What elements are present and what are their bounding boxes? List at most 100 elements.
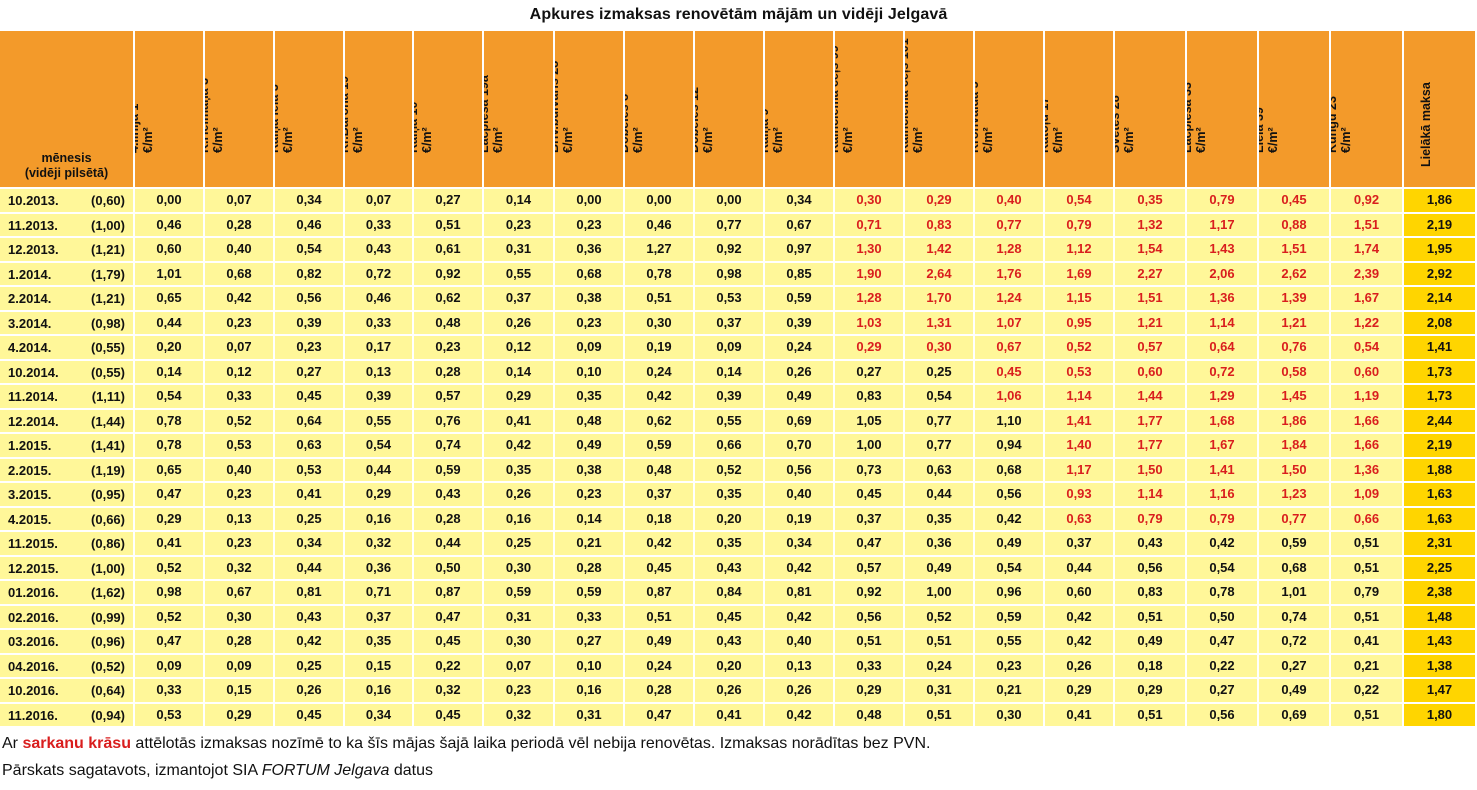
cost-cell: 0,53: [135, 703, 205, 728]
cost-cell: 0,81: [765, 581, 835, 606]
cost-cell: 0,42: [765, 556, 835, 581]
cost-cell: 0,67: [205, 581, 275, 606]
column-header: Lāčplēša 19a €/m²: [484, 31, 555, 189]
cost-cell: 0,76: [414, 409, 484, 434]
max-cost-cell: 1,38: [1404, 654, 1477, 679]
cost-cell: 0,28: [414, 507, 484, 532]
cost-cell: 1,05: [835, 409, 905, 434]
cost-cell: 0,83: [1115, 581, 1187, 606]
cost-cell: 0,53: [695, 287, 765, 312]
column-header-label: Kungu 23 €/m²: [1331, 96, 1353, 153]
cost-cell: 0,93: [1045, 483, 1115, 508]
cost-cell: 0,42: [625, 385, 695, 410]
column-unit: €/m²: [490, 127, 505, 153]
cost-cell: 0,88: [1259, 213, 1331, 238]
cost-cell: 0,77: [1259, 507, 1331, 532]
month-label: 3.2014.: [8, 315, 52, 331]
column-name: Kungu 23: [1331, 96, 1339, 153]
max-cost-cell: 1,48: [1404, 605, 1477, 630]
cost-cell: 0,29: [205, 703, 275, 728]
cost-cell: 0,54: [905, 385, 975, 410]
city-average: (0,94): [91, 707, 125, 723]
cost-cell: 0,62: [625, 409, 695, 434]
cost-cell: 0,31: [905, 679, 975, 704]
cost-cell: 1,14: [1187, 311, 1259, 336]
cost-cell: 0,51: [1331, 532, 1404, 557]
cost-cell: 0,26: [765, 360, 835, 385]
cost-cell: 1,51: [1331, 213, 1404, 238]
cost-cell: 2,27: [1115, 262, 1187, 287]
cost-cell: 0,14: [555, 507, 625, 532]
cost-cell: 1,36: [1331, 458, 1404, 483]
cost-cell: 0,17: [345, 336, 414, 361]
cost-cell: 0,16: [345, 679, 414, 704]
cost-cell: 0,21: [1331, 654, 1404, 679]
cost-cell: 0,63: [275, 434, 345, 459]
column-name: Lielākā maksa: [1418, 82, 1433, 167]
column-header: Kungu 23 €/m²: [1331, 31, 1404, 189]
cost-cell: 0,62: [414, 287, 484, 312]
column-header: Kalnciema ceļš 99 €/m²: [835, 31, 905, 189]
month-label: 4.2015.: [8, 511, 52, 527]
cost-cell: 1,74: [1331, 238, 1404, 263]
column-header: Dobeles 12 €/m²: [695, 31, 765, 189]
column-unit: €/m²: [350, 127, 365, 153]
cost-cell: 0,30: [484, 556, 555, 581]
cost-cell: 0,43: [345, 238, 414, 263]
month-cell: 01.2016. (1,62): [0, 581, 135, 606]
cost-cell: 0,41: [135, 532, 205, 557]
month-cell: 1.2015. (1,41): [0, 434, 135, 459]
cost-cell: 0,40: [205, 458, 275, 483]
max-cost-cell: 1,80: [1404, 703, 1477, 728]
footnote-after: attēlotās izmaksas nozīmē to ka šīs māja…: [130, 735, 931, 752]
cost-cell: 0,79: [1115, 507, 1187, 532]
cost-cell: 0,65: [135, 287, 205, 312]
cost-cell: 0,53: [205, 434, 275, 459]
cost-cell: 0,35: [1115, 189, 1187, 214]
column-header-label: Lielākā maksa: [1419, 82, 1433, 167]
city-average: (1,00): [91, 217, 125, 233]
cost-cell: 0,10: [555, 360, 625, 385]
cost-cell: 0,95: [1045, 311, 1115, 336]
cost-cell: 1,22: [1331, 311, 1404, 336]
cost-cell: 0,42: [1187, 532, 1259, 557]
cost-cell: 0,48: [835, 703, 905, 728]
cost-cell: 0,45: [1259, 189, 1331, 214]
cost-cell: 0,12: [205, 360, 275, 385]
cost-cell: 0,45: [275, 703, 345, 728]
cost-cell: 0,29: [905, 189, 975, 214]
column-unit: €/m²: [841, 127, 855, 153]
cost-cell: 0,26: [1045, 654, 1115, 679]
cost-cell: 0,43: [414, 483, 484, 508]
cost-cell: 0,32: [414, 679, 484, 704]
max-cost-cell: 2,19: [1404, 434, 1477, 459]
cost-cell: 0,31: [484, 238, 555, 263]
cost-cell: 0,54: [275, 238, 345, 263]
cost-cell: 0,45: [414, 630, 484, 655]
month-cell: 2.2015. (1,19): [0, 458, 135, 483]
cost-cell: 0,23: [555, 311, 625, 336]
city-average: (1,21): [91, 242, 125, 257]
cost-cell: 1,31: [905, 311, 975, 336]
cost-cell: 0,56: [975, 483, 1045, 508]
footnote-before: Ar: [2, 735, 23, 752]
cost-cell: 0,51: [1115, 703, 1187, 728]
cost-cell: 0,23: [484, 213, 555, 238]
cost-cell: 0,49: [975, 532, 1045, 557]
cost-cell: 0,32: [205, 556, 275, 581]
month-cell: 2.2014. (1,21): [0, 287, 135, 312]
cost-cell: 1,66: [1331, 409, 1404, 434]
cost-cell: 0,14: [484, 360, 555, 385]
cost-cell: 0,42: [484, 434, 555, 459]
cost-cell: 0,22: [1187, 654, 1259, 679]
cost-cell: 0,09: [135, 654, 205, 679]
cost-cell: 0,34: [345, 703, 414, 728]
source-after: datus: [389, 762, 434, 779]
cost-cell: 0,42: [1045, 630, 1115, 655]
column-header-label: Kalnciema ceļš 99 €/m²: [835, 45, 855, 153]
cost-cell: 0,23: [275, 336, 345, 361]
column-unit: €/m²: [631, 127, 645, 153]
city-average: (1,19): [91, 462, 125, 478]
max-cost-cell: 2,08: [1404, 311, 1477, 336]
cost-cell: 0,28: [414, 360, 484, 385]
